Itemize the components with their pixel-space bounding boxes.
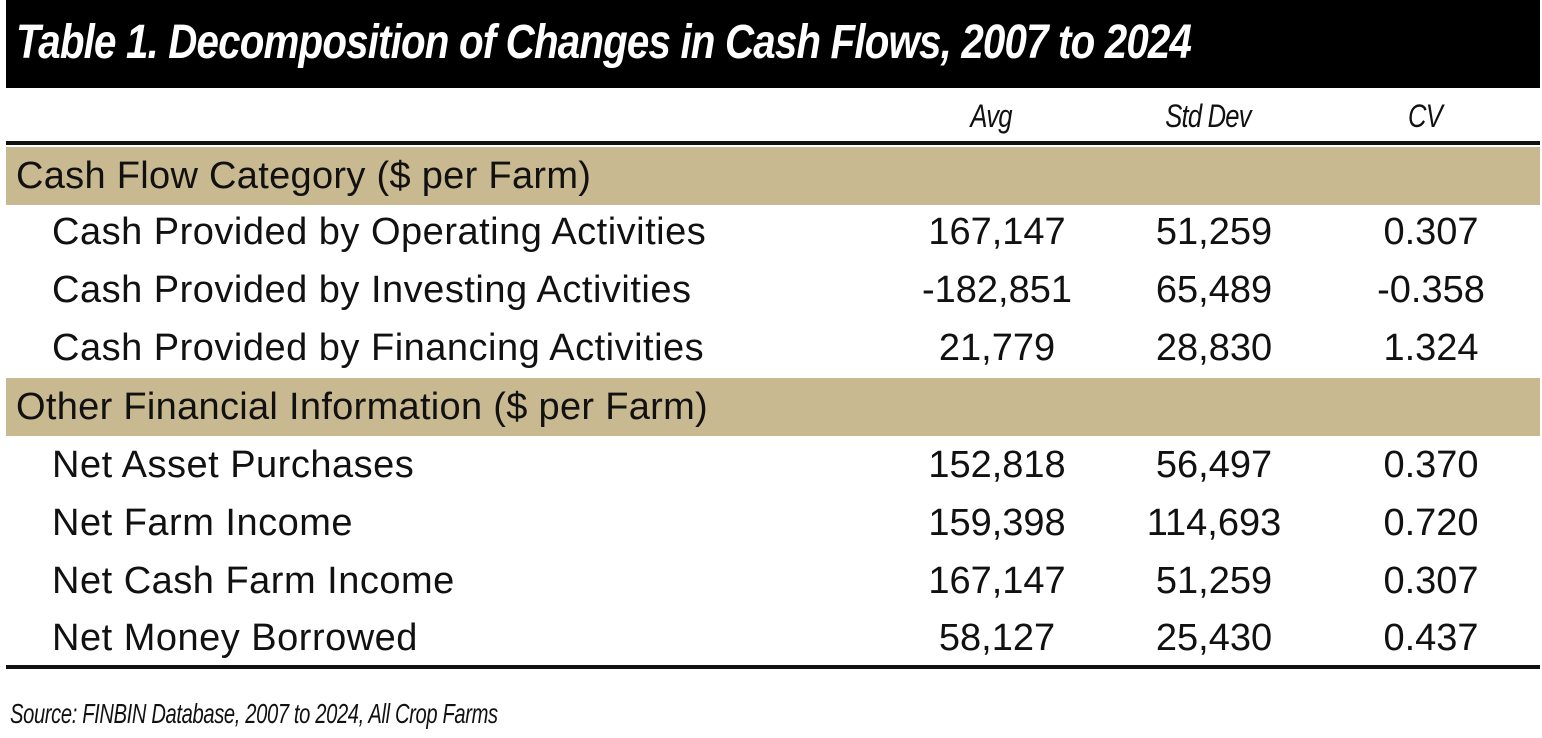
cell-std-dev: 56,497 [1155,444,1273,486]
cell-cv: -0.358 [1377,269,1485,311]
row-label: Cash Provided by Financing Activities [52,327,705,369]
section-header-other-financial-information: Other Financial Information ($ per Farm) [6,378,1540,436]
column-header-std-dev: Std Dev [1165,98,1251,134]
table-title-bar: Table 1. Decomposition of Changes in Cas… [6,0,1540,88]
cell-std-dev: 51,259 [1155,560,1273,602]
table-row: Net Cash Farm Income 167,147 51,259 0.30… [6,552,1540,610]
table-row: Net Asset Purchases 152,818 56,497 0.370 [6,436,1540,494]
row-label: Net Money Borrowed [52,617,418,659]
cell-std-dev: 65,489 [1155,269,1273,311]
cell-avg: 167,147 [928,211,1066,253]
row-label: Cash Provided by Investing Activities [52,269,692,311]
table-row: Cash Provided by Operating Activities 16… [6,203,1540,261]
table-row: Net Farm Income 159,398 114,693 0.720 [6,494,1540,552]
row-label: Net Farm Income [52,502,354,544]
cell-avg: 159,398 [928,502,1066,544]
table-row: Net Money Borrowed 58,127 25,430 0.437 [6,609,1540,667]
cell-avg: 152,818 [928,444,1066,486]
cell-cv: 0.307 [1383,560,1479,602]
cell-std-dev: 51,259 [1155,211,1273,253]
section-label: Cash Flow Category ($ per Farm) [16,155,592,197]
cell-avg: 58,127 [938,617,1056,659]
cell-std-dev: 25,430 [1155,617,1273,659]
section-header-cash-flow-category: Cash Flow Category ($ per Farm) [6,147,1540,205]
table-row: Cash Provided by Financing Activities 21… [6,319,1540,377]
table-bottom-rule [6,665,1540,669]
row-label: Net Asset Purchases [52,444,415,486]
cell-avg: 167,147 [928,560,1066,602]
row-label: Cash Provided by Operating Activities [52,211,707,253]
section-label: Other Financial Information ($ per Farm) [16,386,709,428]
column-header-avg: Avg [970,98,1012,134]
cell-std-dev: 28,830 [1155,327,1273,369]
row-label: Net Cash Farm Income [52,560,455,602]
cell-cv: 0.370 [1383,444,1479,486]
cell-std-dev: 114,693 [1146,502,1282,544]
cell-cv: 0.437 [1383,617,1479,659]
cell-avg: 21,779 [938,327,1056,369]
column-header-cv: CV [1408,98,1443,134]
source-note: Source: FINBIN Database, 2007 to 2024, A… [10,698,498,729]
table-title: Table 1. Decomposition of Changes in Cas… [16,16,1192,69]
header-divider [6,141,1540,145]
cell-cv: 1.324 [1383,327,1479,369]
cell-cv: 0.720 [1383,502,1479,544]
cell-cv: 0.307 [1383,211,1479,253]
cell-avg: -182,851 [921,269,1072,311]
table-row: Cash Provided by Investing Activities -1… [6,261,1540,319]
